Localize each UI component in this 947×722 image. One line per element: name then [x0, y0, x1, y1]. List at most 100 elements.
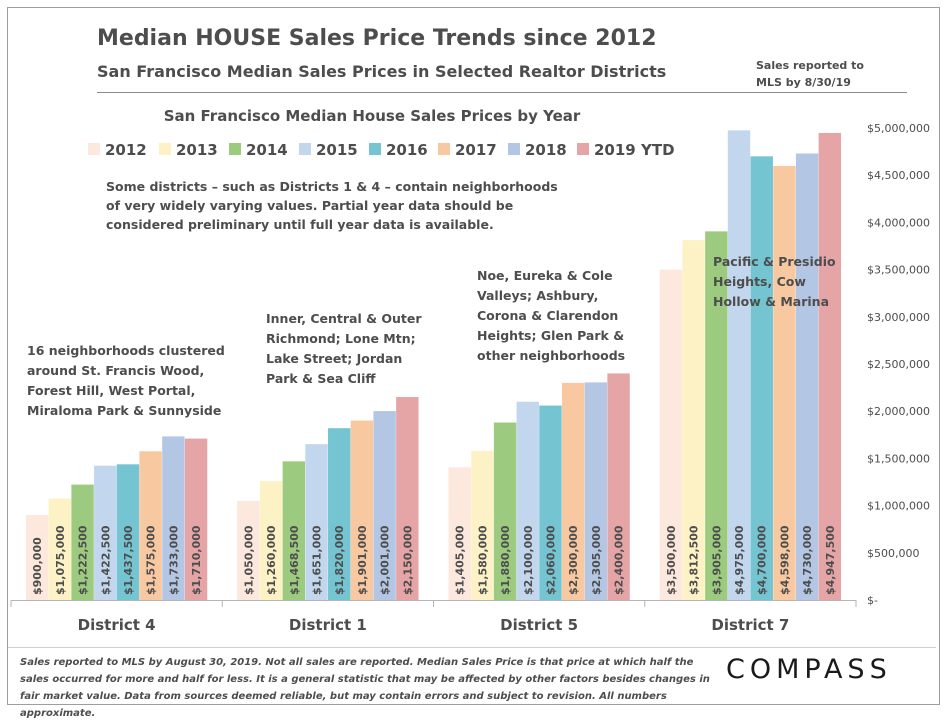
bar	[607, 373, 630, 600]
bar	[237, 500, 260, 600]
bar	[584, 382, 608, 600]
bar-value-label: $1,437,500	[122, 525, 135, 595]
legend-label-2018: 2018	[525, 141, 567, 159]
bar	[116, 464, 140, 600]
y-tick-label: $3,500,000	[867, 264, 930, 277]
bar	[25, 515, 49, 600]
bar-value-label: $2,305,000	[590, 525, 603, 595]
bar	[48, 498, 72, 600]
annotation-text: other neighborhoods	[477, 348, 625, 363]
bar-value-label: $1,260,000	[265, 525, 278, 595]
y-tick-label: $1,000,000	[867, 500, 930, 513]
y-tick-label: $4,500,000	[867, 169, 930, 182]
annotation-text: Inner, Central & Outer	[266, 311, 422, 326]
compass-logo: COMPASS	[726, 654, 892, 685]
bar	[162, 436, 185, 600]
bar-value-label: $1,222,500	[77, 525, 90, 595]
bar	[516, 401, 539, 600]
y-tick-label: $2,500,000	[867, 358, 930, 371]
bar	[373, 411, 396, 600]
annotation-text: Miraloma Park & Sunnyside	[27, 403, 221, 418]
bar-value-label: $3,500,000	[665, 525, 678, 595]
bar	[139, 451, 162, 600]
bar-value-label: $1,733,000	[167, 525, 180, 595]
footer-divider	[8, 647, 936, 648]
x-tick-label: District 5	[500, 616, 578, 634]
bar-value-label: $3,812,500	[688, 525, 701, 595]
y-tick-label: $1,500,000	[867, 452, 930, 465]
legend-swatch-2019-ytd	[577, 143, 589, 155]
bar	[448, 467, 471, 600]
bar-value-label: $4,975,000	[733, 525, 746, 595]
report-date-note: Sales reported to MLS by 8/30/19	[756, 59, 864, 89]
legend-swatch-2017	[438, 143, 450, 155]
bar-value-label: $1,580,000	[476, 525, 489, 595]
bar	[471, 450, 494, 600]
bar-value-label: $1,405,000	[454, 525, 467, 595]
bar-value-label: $3,905,000	[710, 525, 723, 595]
legend-label-2014: 2014	[246, 141, 288, 159]
bar-value-label: $2,400,000	[613, 525, 626, 595]
y-tick-label: $2,000,000	[867, 405, 930, 418]
bar	[305, 444, 328, 600]
header-divider	[97, 92, 907, 93]
legend-swatch-2014	[229, 143, 241, 155]
annotation-text: Some districts – such as Districts 1 & 4…	[106, 179, 558, 194]
y-tick-label: $5,000,000	[867, 122, 930, 135]
bar-value-label: $2,060,000	[544, 525, 557, 595]
y-tick-label: $-	[867, 594, 878, 607]
y-tick-label: $4,000,000	[867, 216, 930, 229]
bar-value-label: $1,651,000	[311, 525, 324, 595]
bar	[795, 153, 819, 600]
annotation-text: Valleys; Ashbury,	[477, 288, 598, 303]
bar	[682, 240, 705, 600]
bar	[539, 405, 562, 600]
bar	[350, 420, 374, 600]
bar-value-label: $900,000	[31, 537, 44, 595]
bar	[659, 269, 683, 600]
bar-value-label: $1,075,000	[54, 525, 67, 595]
bar-value-label: $2,100,000	[522, 525, 535, 595]
annotation-text: Pacific & Presidio	[713, 254, 836, 269]
bar	[396, 397, 419, 600]
bar-value-label: $1,575,000	[145, 525, 158, 595]
legend-label-2016: 2016	[386, 141, 428, 159]
bar-value-label: $1,820,000	[333, 525, 346, 595]
annotation-text: Heights, Cow	[713, 274, 806, 289]
legend-swatch-2018	[508, 143, 520, 155]
bar	[282, 461, 306, 600]
bar	[818, 132, 842, 600]
page-title: Median HOUSE Sales Price Trends since 20…	[97, 26, 657, 51]
bar	[750, 156, 773, 600]
legend-swatch-2015	[299, 143, 311, 155]
annotation-text: Corona & Clarendon	[477, 308, 618, 323]
chart-title: San Francisco Median House Sales Prices …	[164, 107, 581, 125]
bar-value-label: $2,300,000	[567, 525, 580, 595]
annotation-text: considered preliminary until full year d…	[106, 217, 494, 232]
x-tick-label: District 1	[289, 616, 367, 634]
y-tick-label: $3,000,000	[867, 311, 930, 324]
bar-value-label: $4,730,000	[801, 525, 814, 595]
bar	[94, 465, 117, 600]
bar-value-label: $1,880,000	[499, 525, 512, 595]
legend-swatch-2012	[88, 143, 100, 155]
legend-label-2015: 2015	[316, 141, 358, 159]
bar-value-label: $4,700,000	[756, 525, 769, 595]
bar	[727, 130, 751, 601]
bar	[328, 428, 351, 600]
footer-disclaimer: Sales reported to MLS by August 30, 2019…	[20, 657, 710, 719]
x-tick-label: District 4	[78, 616, 156, 634]
annotation-text: Park & Sea Cliff	[266, 371, 376, 386]
annotation-text: Heights; Glen Park &	[477, 328, 624, 343]
bar-value-label: $1,422,500	[99, 525, 112, 595]
bar	[184, 438, 208, 600]
x-tick-label: District 7	[711, 616, 789, 634]
annotation-text: 16 neighborhoods clustered	[27, 343, 225, 358]
bar	[71, 484, 94, 600]
page-subtitle: San Francisco Median Sales Prices in Sel…	[97, 62, 667, 81]
bar	[561, 382, 585, 600]
annotation-text: Lake Street; Jordan	[266, 351, 402, 366]
legend-label-2019-ytd: 2019 YTD	[594, 141, 675, 159]
legend-label-2012: 2012	[105, 141, 147, 159]
bar-value-label: $4,598,000	[778, 525, 791, 595]
